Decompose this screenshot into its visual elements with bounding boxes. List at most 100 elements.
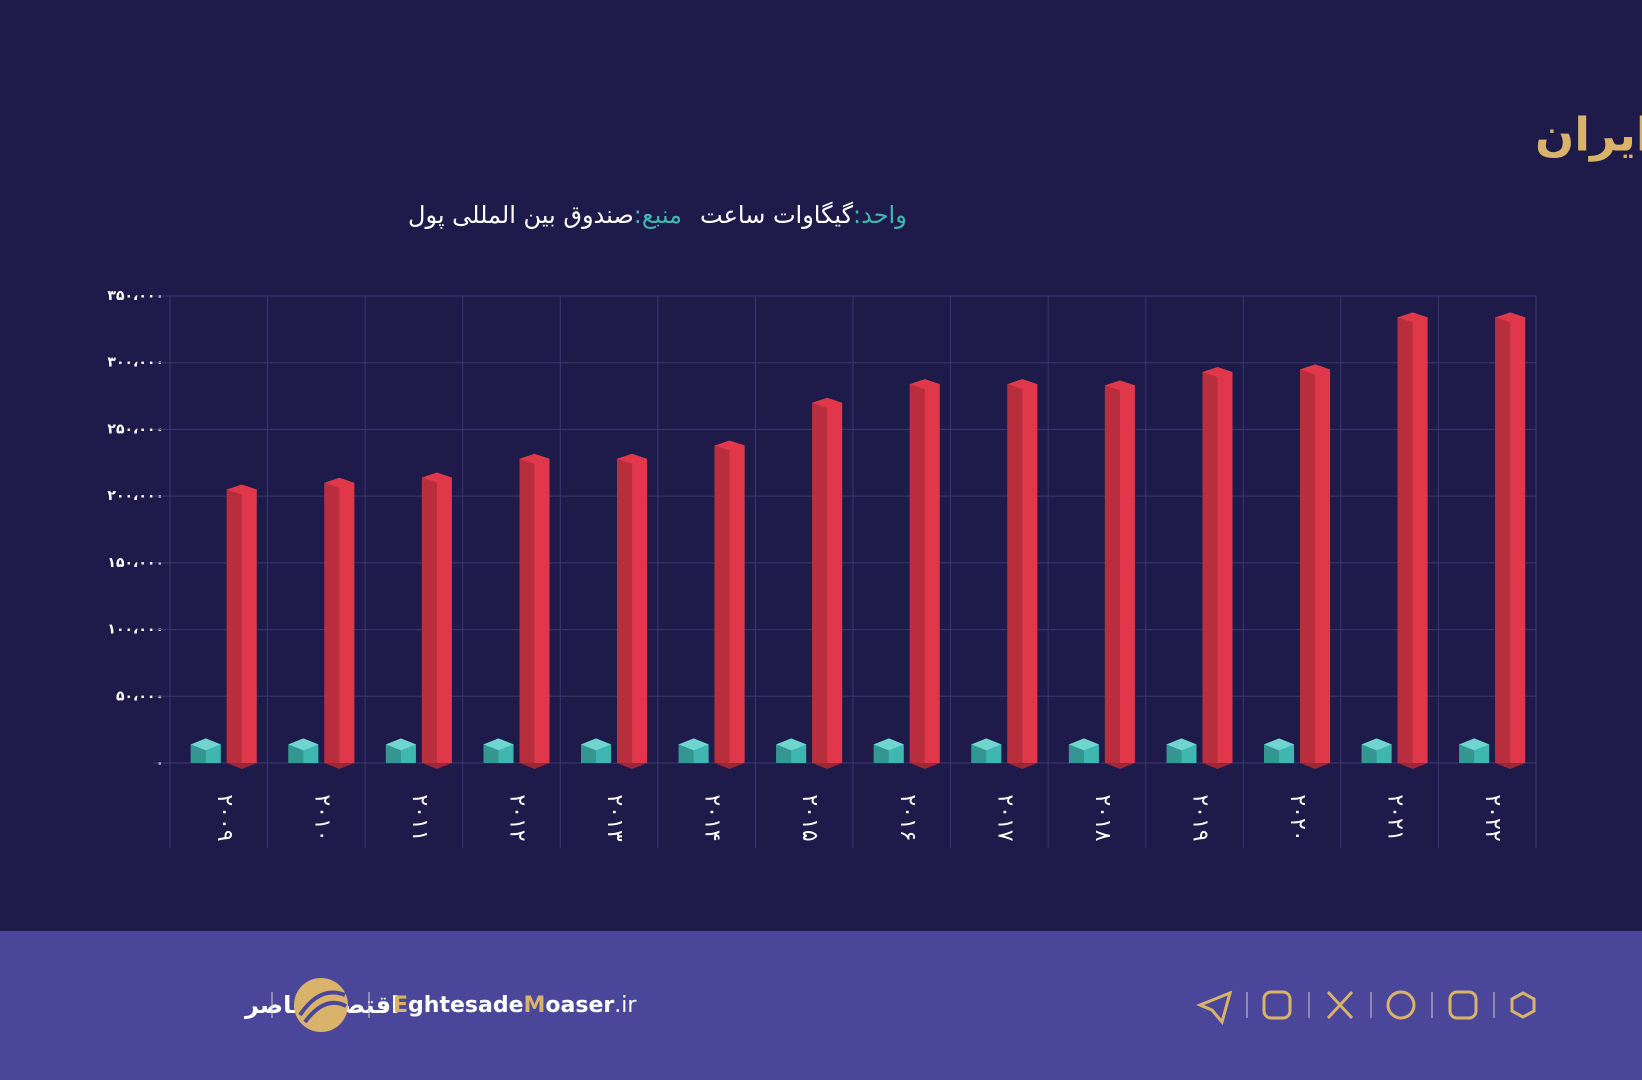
bar-cap <box>288 738 319 751</box>
bar-side <box>1007 384 1023 763</box>
bar-cap <box>812 397 843 408</box>
x-tick-label: ۲۰۲۱ <box>1383 794 1408 841</box>
bar-base <box>1495 763 1526 769</box>
eitaa-icon[interactable] <box>1448 990 1478 1020</box>
bar-base <box>1397 763 1428 769</box>
bar-side <box>1300 369 1316 763</box>
logo-mark <box>298 990 347 1024</box>
bar-base <box>226 763 257 769</box>
y-tick-label: ۱۵۰،۰۰۰ <box>107 555 164 571</box>
bar-base <box>324 763 355 769</box>
bar-side <box>617 458 633 763</box>
bar-cap <box>1361 738 1392 751</box>
rubika-icon[interactable] <box>1510 991 1536 1019</box>
bar-cap <box>1202 367 1233 378</box>
bar-cap <box>226 484 257 495</box>
x-tick-label: ۲۰۱۱ <box>407 794 432 841</box>
bar-base <box>812 763 843 769</box>
bar-base <box>519 763 550 769</box>
site-part: ghtesade <box>408 993 523 1018</box>
bar-cap <box>1495 312 1526 323</box>
bar-cap <box>385 738 416 751</box>
app-icon[interactable] <box>1386 990 1416 1020</box>
bar-cap <box>324 477 355 488</box>
bar-side <box>678 744 694 763</box>
bar-cap <box>519 453 550 464</box>
bar-side <box>519 458 535 763</box>
bar-side <box>1104 385 1120 763</box>
social-icons <box>1196 990 1536 1026</box>
bar-cap <box>776 738 807 751</box>
x-icon[interactable] <box>1326 990 1354 1020</box>
y-tick-label: ۳۰۰،۰۰۰ <box>107 355 164 371</box>
x-tick-label: ۲۰۱۴ <box>700 794 725 841</box>
bar-side <box>324 482 340 763</box>
site-part: .ir <box>614 993 637 1018</box>
bar-cap <box>1397 312 1428 323</box>
bar-side <box>1495 317 1511 763</box>
bar-side <box>971 744 987 763</box>
source-value: صندوق بین المللی پول <box>408 201 634 229</box>
instagram-icon[interactable] <box>1262 990 1292 1020</box>
bar-cap <box>483 738 514 751</box>
bar-base <box>714 763 745 769</box>
bar-side <box>1166 744 1182 763</box>
bar-side <box>909 384 925 763</box>
bar-side <box>1202 372 1218 763</box>
x-tick-label: ۲۰۱۹ <box>1188 794 1213 841</box>
x-tick-label: ۲۰۱۳ <box>602 794 627 841</box>
bar-side <box>1397 317 1413 763</box>
site: EghtesadeMoaser.ir <box>393 993 637 1018</box>
telegram-icon[interactable] <box>1196 990 1233 1026</box>
x-tick-label: ۲۰۲۲ <box>1480 794 1505 841</box>
x-tick-label: ۲۰۲۰ <box>1285 794 1310 841</box>
bar-side <box>581 744 597 763</box>
site-part: oaser <box>545 993 614 1018</box>
x-tick-label: ۲۰۱۷ <box>992 794 1017 841</box>
bar-side <box>776 744 792 763</box>
unit: واحد:گیگاوات ساعت <box>700 201 907 229</box>
x-tick-label: ۲۰۰۹ <box>212 794 237 841</box>
bar-cap <box>421 472 452 483</box>
bar-cap <box>1300 364 1331 375</box>
bar-side <box>190 744 206 763</box>
bar-side <box>483 744 499 763</box>
bar-base <box>1300 763 1331 769</box>
chart-title: برق تولید شده از منابع انرژی تجدید پذیر … <box>1535 108 1642 163</box>
unit-label: واحد: <box>853 201 907 229</box>
bar-cap <box>971 738 1002 751</box>
y-tick-label: ۲۵۰،۰۰۰ <box>107 421 164 437</box>
x-tick-label: ۲۰۱۲ <box>505 794 530 841</box>
bar-side <box>1068 744 1084 763</box>
y-tick-label: ۱۰۰،۰۰۰ <box>107 622 164 638</box>
bar-cap <box>1459 738 1490 751</box>
bar-base <box>1104 763 1135 769</box>
y-tick-label: ۲۰۰،۰۰۰ <box>107 488 164 504</box>
bar-side <box>873 744 889 763</box>
unit-value: گیگاوات ساعت <box>700 201 854 229</box>
bar-base <box>617 763 648 769</box>
bar-cap <box>617 453 648 464</box>
x-tick-label: ۲۰۱۸ <box>1090 794 1115 841</box>
x-tick-label: ۲۰۱۶ <box>895 794 920 841</box>
bar-side <box>288 744 304 763</box>
bar-cap <box>581 738 612 751</box>
bar-cap <box>190 738 221 751</box>
source: منبع:صندوق بین المللی پول <box>408 201 682 229</box>
x-tick-label: ۲۰۱۰ <box>309 794 334 841</box>
icon-dividers <box>1246 992 1495 1018</box>
bar-side <box>812 402 828 763</box>
source-label: منبع: <box>634 201 682 229</box>
bar-side <box>714 445 730 763</box>
site-part: M <box>524 993 546 1018</box>
bar-cap <box>1007 379 1038 390</box>
y-tick-label: ۳۵۰،۰۰۰ <box>107 288 164 304</box>
site-part: E <box>393 993 408 1018</box>
bar-cap <box>1068 738 1099 751</box>
bar-side <box>385 744 401 763</box>
bar-base <box>421 763 452 769</box>
bar-side <box>1459 744 1475 763</box>
bar-side <box>1361 744 1377 763</box>
